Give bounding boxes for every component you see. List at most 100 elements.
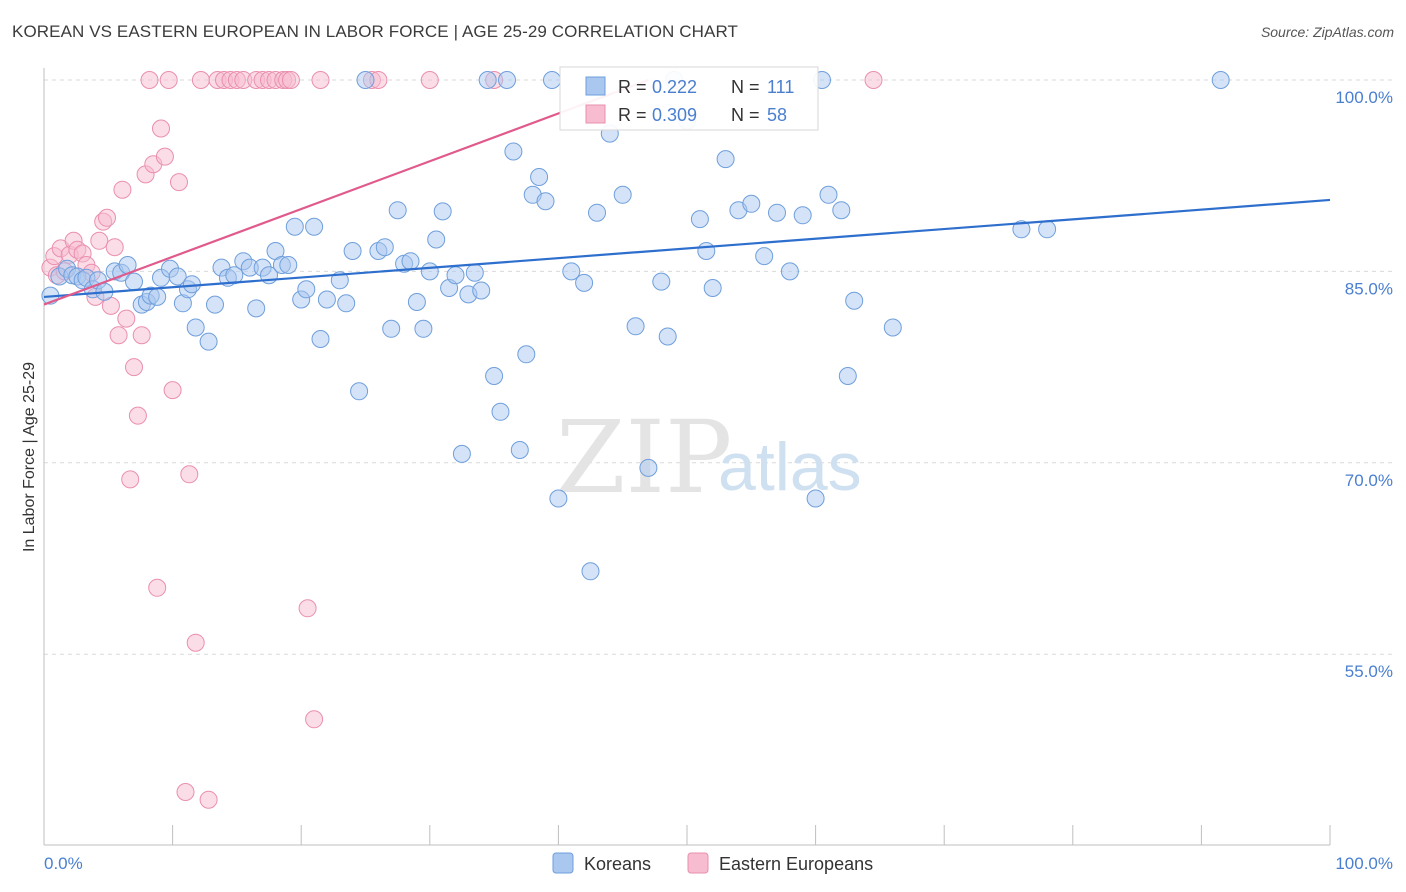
korean-point-54 bbox=[401, 252, 420, 271]
korean-point-47 bbox=[350, 382, 369, 401]
korean-point-103 bbox=[832, 201, 851, 220]
chart-title: KOREAN VS EASTERN EUROPEAN IN LABOR FORC… bbox=[12, 22, 738, 41]
korean-point-50 bbox=[375, 238, 394, 257]
eastern-european-point-18 bbox=[113, 180, 132, 199]
korean-point-59 bbox=[433, 202, 452, 221]
korean-point-75 bbox=[536, 192, 555, 211]
korean-point-38 bbox=[285, 217, 304, 236]
stats-legend: R = 0.222 N = 111 R = 0.309 N = 58 bbox=[559, 66, 819, 131]
korean-point-65 bbox=[472, 281, 491, 300]
korean-point-109 bbox=[1211, 71, 1230, 89]
korean-point-95 bbox=[742, 194, 761, 213]
korean-point-93 bbox=[716, 150, 735, 169]
legend-n-value-1: 58 bbox=[767, 105, 787, 125]
korean-point-64 bbox=[465, 263, 484, 282]
korean-point-96 bbox=[755, 247, 774, 266]
korean-point-58 bbox=[427, 230, 446, 249]
korean-point-70 bbox=[504, 142, 523, 161]
tick-labels: 100.0% 85.0% 70.0% 55.0% 0.0% 100.0% bbox=[44, 88, 1393, 873]
eastern-european-point-55 bbox=[420, 71, 439, 89]
korean-point-42 bbox=[311, 330, 330, 348]
korean-point-25 bbox=[199, 332, 218, 351]
legend-r-value-0: 0.222 bbox=[652, 77, 697, 97]
eastern-european-point-31 bbox=[163, 381, 182, 400]
legend-swatch-eastern-europeans[interactable] bbox=[687, 852, 709, 874]
eastern-european-point-57 bbox=[864, 71, 883, 89]
legend-swatch-koreans[interactable] bbox=[552, 852, 574, 874]
trend-lines bbox=[43, 78, 1331, 306]
korean-point-57 bbox=[420, 262, 439, 281]
korean-point-41 bbox=[305, 217, 324, 236]
eastern-european-point-21 bbox=[125, 358, 143, 377]
watermark-zip: ZIP bbox=[556, 399, 732, 516]
legend-n-label-0: N = bbox=[731, 77, 760, 97]
eastern-european-point-30 bbox=[159, 71, 178, 89]
eastern-european-point-32 bbox=[170, 173, 188, 192]
eastern-european-point-22 bbox=[128, 406, 147, 425]
korean-point-105 bbox=[845, 291, 864, 310]
axes-layer bbox=[43, 68, 1331, 846]
korean-point-91 bbox=[697, 242, 716, 260]
eastern-european-point-36 bbox=[191, 71, 210, 89]
korean-point-62 bbox=[452, 444, 471, 463]
eastern-european-point-23 bbox=[132, 326, 151, 345]
korean-point-104 bbox=[838, 367, 857, 385]
korean-point-86 bbox=[652, 272, 671, 291]
korean-point-48 bbox=[356, 71, 375, 89]
korean-point-56 bbox=[414, 319, 433, 338]
legend-n-value-0: 111 bbox=[767, 77, 794, 97]
eastern-european-point-19 bbox=[117, 309, 136, 328]
korean-point-72 bbox=[517, 345, 536, 364]
korean-trend-line bbox=[43, 198, 1331, 299]
korean-point-52 bbox=[388, 201, 407, 220]
korean-point-40 bbox=[297, 280, 316, 299]
eastern-europeans-points bbox=[41, 71, 883, 809]
korean-point-46 bbox=[343, 242, 362, 260]
x-tick-label-0: 0.0% bbox=[44, 854, 83, 873]
y-tick-label-2: 70.0% bbox=[1345, 471, 1393, 490]
korean-point-83 bbox=[613, 185, 632, 204]
korean-point-76 bbox=[543, 71, 561, 89]
korean-point-51 bbox=[382, 319, 401, 338]
legend-label-eastern-europeans[interactable]: Eastern Europeans bbox=[719, 854, 873, 874]
legend-r-label-1: R = bbox=[618, 105, 647, 125]
series-legend[interactable]: Koreans Eastern Europeans bbox=[552, 852, 873, 874]
eastern-european-point-37 bbox=[199, 790, 218, 809]
korean-point-84 bbox=[626, 317, 645, 336]
eastern-european-point-27 bbox=[148, 578, 167, 597]
korean-point-24 bbox=[186, 318, 205, 337]
eastern-european-point-50 bbox=[298, 599, 317, 618]
eastern-european-point-29 bbox=[155, 147, 174, 166]
korean-point-37 bbox=[279, 256, 298, 274]
eastern-european-point-52 bbox=[311, 71, 330, 89]
korean-point-107 bbox=[1012, 220, 1031, 239]
korean-point-20 bbox=[168, 267, 187, 286]
y-axis-label: In Labor Force | Age 25-29 bbox=[21, 362, 38, 552]
eastern-european-point-28 bbox=[152, 119, 170, 138]
korean-point-77 bbox=[549, 489, 568, 508]
eastern-european-point-33 bbox=[176, 783, 195, 801]
korean-point-92 bbox=[703, 279, 722, 297]
korean-point-79 bbox=[575, 273, 594, 292]
korean-point-74 bbox=[530, 168, 549, 186]
eastern-european-point-35 bbox=[186, 633, 205, 652]
eastern-european-trend-line bbox=[43, 78, 649, 306]
eastern-european-point-12 bbox=[90, 231, 109, 250]
legend-n-label-1: N = bbox=[731, 105, 760, 125]
korean-point-55 bbox=[407, 293, 426, 311]
legend-label-koreans[interactable]: Koreans bbox=[584, 854, 651, 874]
korean-point-32 bbox=[247, 299, 266, 318]
grid-layer bbox=[44, 79, 1395, 655]
korean-point-98 bbox=[780, 262, 799, 281]
eastern-european-point-34 bbox=[180, 465, 199, 484]
y-tick-label-3: 55.0% bbox=[1345, 662, 1393, 681]
korean-point-108 bbox=[1038, 220, 1057, 239]
korean-point-78 bbox=[562, 262, 581, 281]
watermark: ZIP atlas bbox=[556, 399, 862, 516]
korean-point-69 bbox=[498, 71, 516, 89]
korean-point-97 bbox=[768, 203, 786, 222]
y-tick-label-0: 100.0% bbox=[1335, 88, 1393, 107]
korean-point-71 bbox=[510, 441, 529, 459]
koreans-points bbox=[41, 71, 1230, 581]
source-label: Source: ZipAtlas.com bbox=[1260, 24, 1394, 40]
